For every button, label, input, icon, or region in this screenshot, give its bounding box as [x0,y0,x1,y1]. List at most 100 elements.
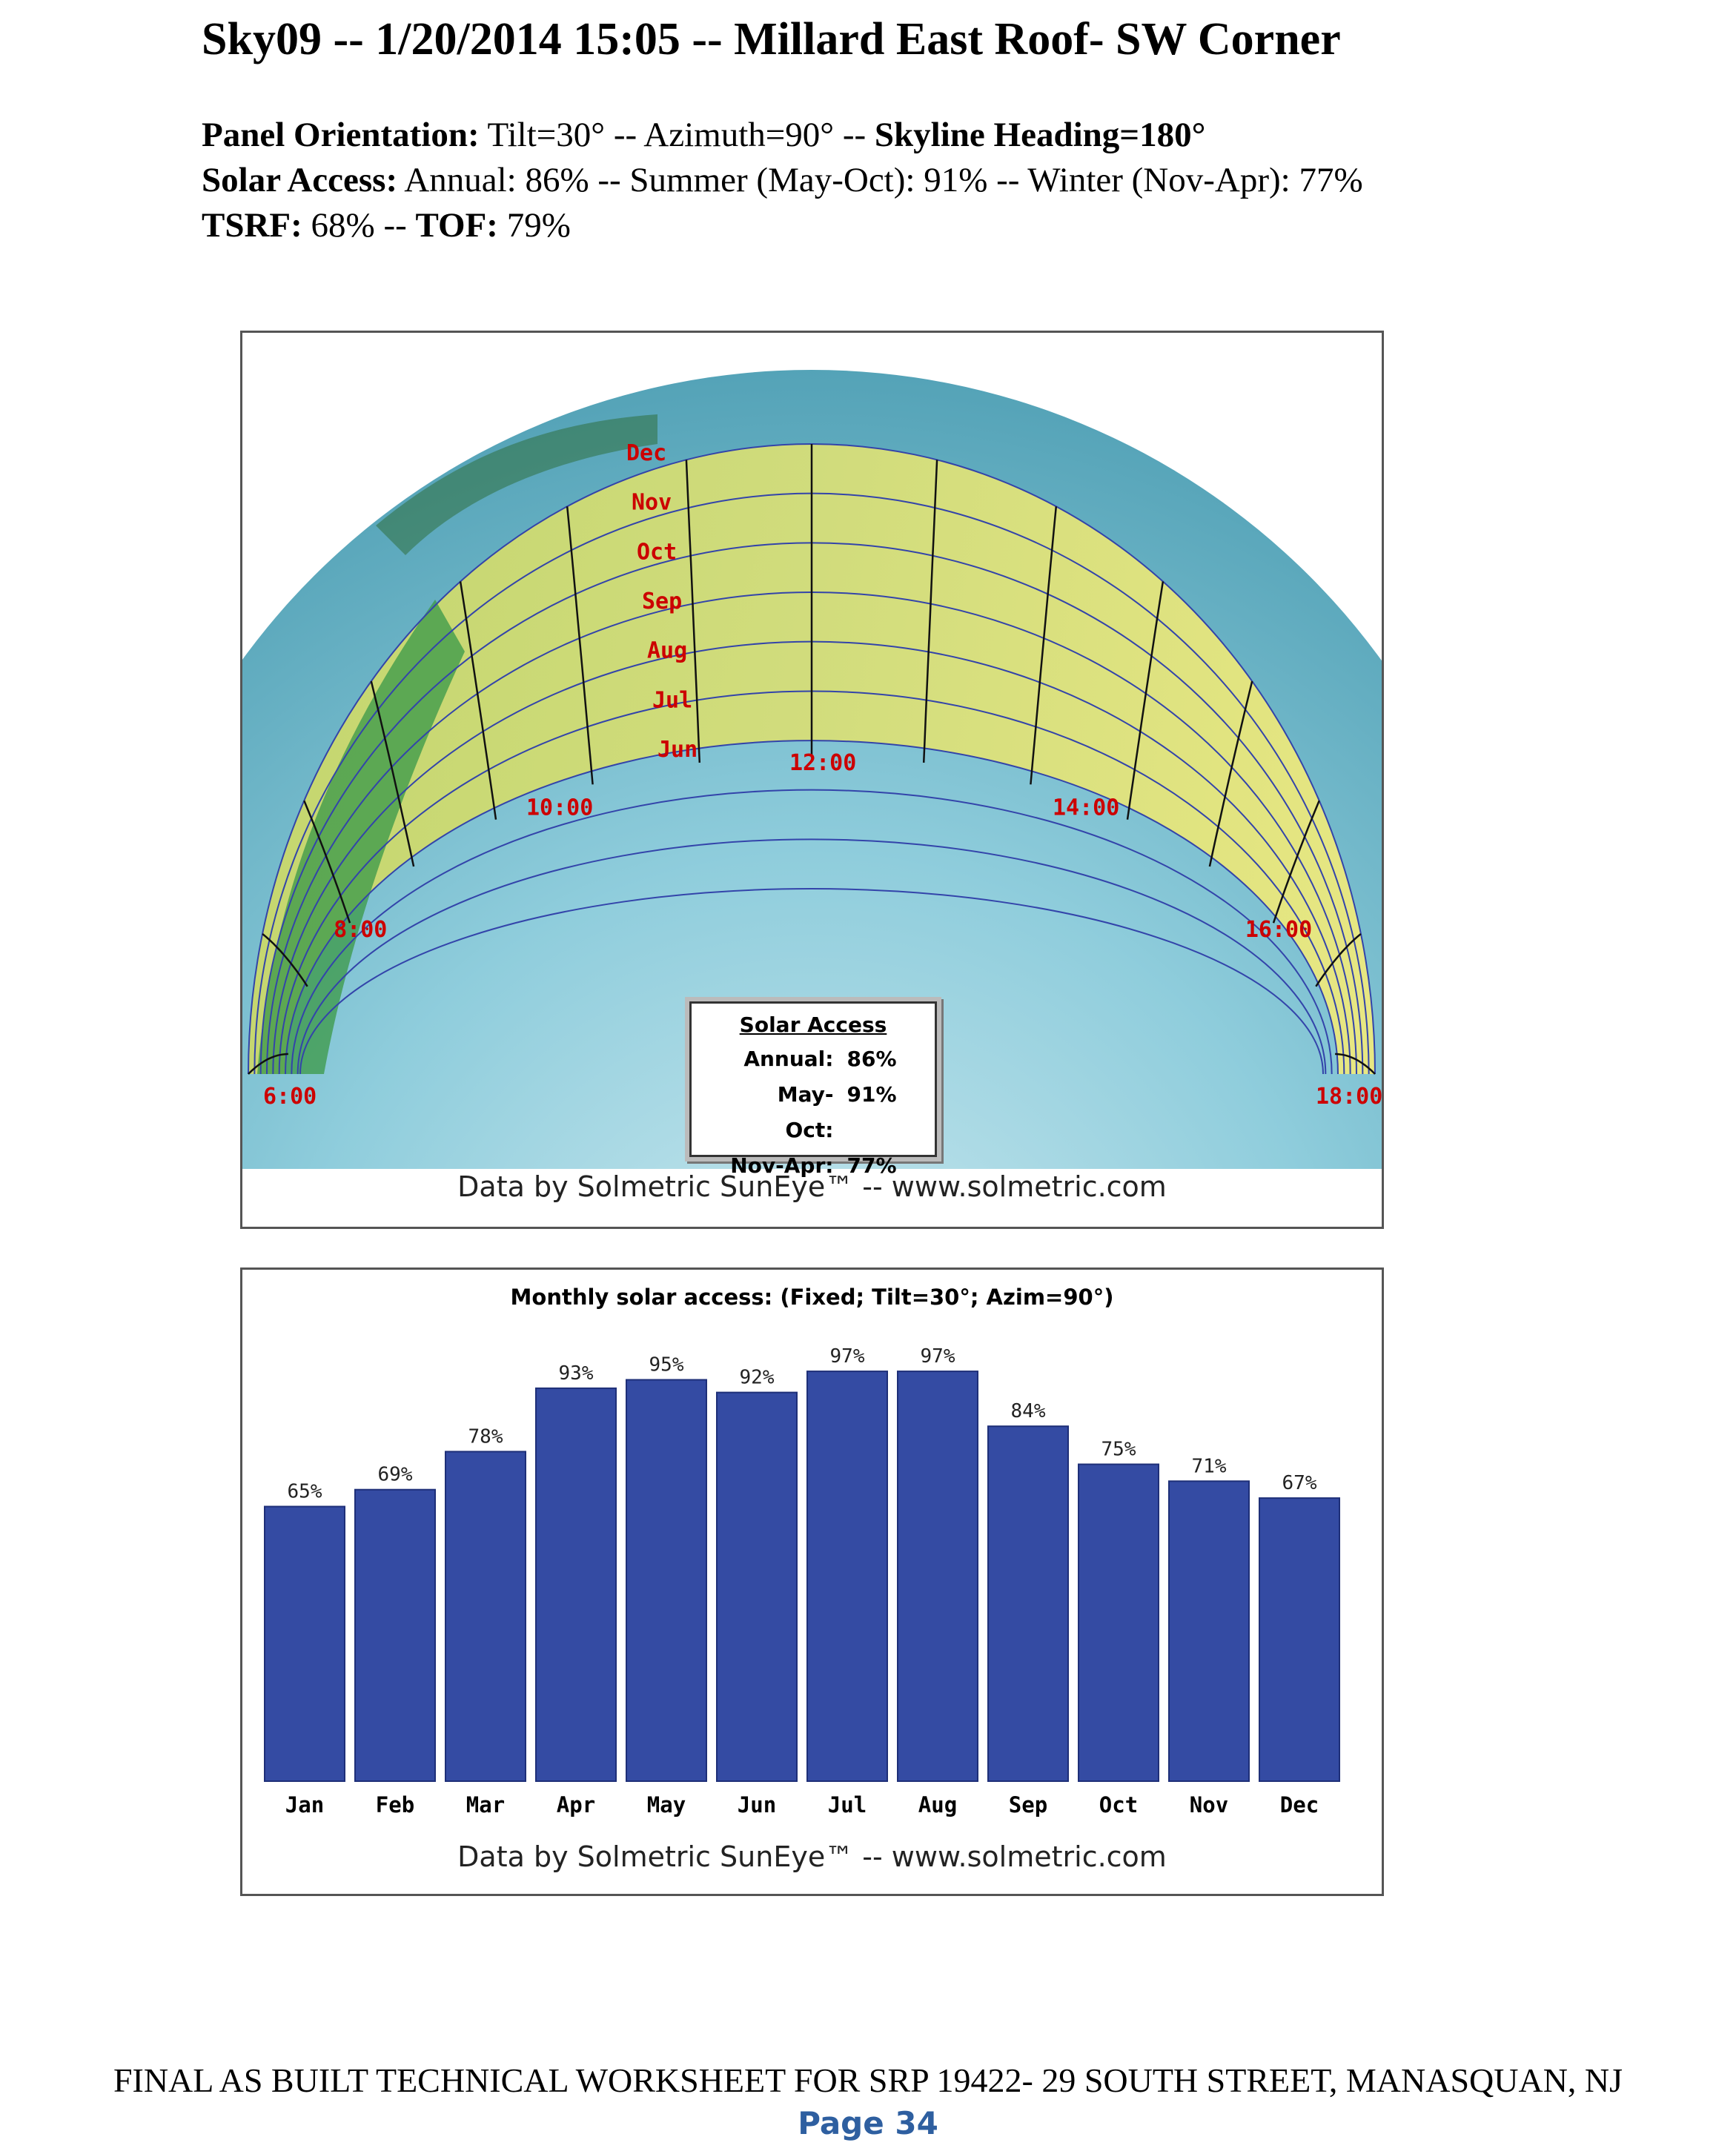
bar-jan [264,1505,345,1782]
hour-line [566,506,594,785]
month-tick-label: Sep [1009,1792,1047,1817]
month-tick-label: Jul [828,1792,867,1817]
solar-access-row-label: Nov-Apr: [730,1153,834,1178]
tof-value: 79% [497,206,571,245]
month-tick-label: Feb [376,1792,414,1817]
hour-label: 18:00 [1316,1084,1382,1110]
hour-label: 14:00 [1053,795,1119,821]
solar-access-row-value: 91% [847,1082,897,1107]
bar-value-label: 93% [559,1362,594,1385]
month-arc [296,838,1327,1075]
bar-value-label: 97% [830,1345,865,1368]
monthly-bar-chart: 65% Jan 69% Feb 78% Mar 93% Apr 95% May 92% Jun 97% J… [264,1345,1340,1817]
hour-label: 16:00 [1245,917,1312,943]
hour-line [1335,1053,1376,1075]
hour-line [303,800,351,924]
hour-labels: 6:00 8:00 10:00 12:00 14:00 16:00 18:00 [263,750,1382,1110]
bar-oct [1078,1463,1159,1782]
month-tick-label: Aug [918,1792,957,1817]
month-tick-label: Mar [466,1792,505,1817]
hour-line [1030,506,1058,785]
page-title: Sky09 -- 1/20/2014 15:05 -- Millard East… [202,14,1341,64]
solar-access-row: Nov-Apr: 77% [692,1148,935,1184]
hour-label: 10:00 [526,795,593,821]
solar-access-row-label: Annual: [743,1047,834,1071]
bar-value-label: 71% [1192,1455,1227,1477]
solar-access-row-value: 86% [847,1047,897,1071]
skyline-heading: Skyline Heading=180° [874,116,1206,154]
month-tick-label: Jun [738,1792,776,1817]
bar-value-label: 78% [468,1425,503,1448]
hour-label: 8:00 [334,917,387,943]
hour-label: 12:00 [789,750,856,776]
month-tick-label: Apr [557,1792,595,1817]
tsrf-line: TSRF: 68% -- TOF: 79% [202,203,1363,248]
solar-access-value: Annual: 86% -- Summer (May-Oct): 91% -- … [397,161,1363,199]
bar-jul [806,1371,888,1783]
bar-mar [445,1451,526,1782]
bar-aug [897,1371,978,1783]
hour-line [370,680,415,867]
month-tick-label: Oct [1099,1792,1138,1817]
tsrf-value: 68% -- [302,206,416,245]
hour-line [685,460,701,763]
bar-may [626,1379,707,1782]
bar-value-label: 97% [921,1345,955,1368]
bar-value-label: 69% [378,1464,413,1486]
bar-value-label: 75% [1101,1439,1136,1461]
sun-path-diagram: Dec Nov Oct Sep Aug Jul Jun 6:00 8:00 10:00 12:00… [242,370,1382,1169]
solar-access-box: Solar Access Annual: 86% May-Oct: 91% Nov-Ap… [689,1001,937,1178]
tree-shading-top [376,414,657,555]
solar-access-box-rows: Annual: 86% May-Oct: 91% Nov-Apr: 77% [692,1041,935,1184]
solar-access-row-label: May-Oct: [777,1082,834,1142]
hour-line [1272,800,1320,924]
orientation-value: Tilt=30° -- Azimuth=90° -- [479,116,875,154]
month-label: Dec [626,440,666,466]
chart-title: Monthly solar access: (Fixed; Tilt=30°; … [510,1285,1114,1310]
solar-access-row: Annual: 86% [692,1041,935,1077]
bar-nov [1168,1480,1250,1783]
orientation-line: Panel Orientation: Tilt=30° -- Azimuth=9… [202,113,1363,158]
solar-access-row-value: 77% [847,1153,897,1178]
sky-credit: Data by Solmetric SunEye™ -- www.solmetr… [457,1170,1167,1203]
bar-value-label: 95% [649,1354,684,1376]
month-label: Nov [632,490,672,516]
month-tick-label: May [647,1792,686,1817]
orientation-label: Panel Orientation: [202,116,480,154]
summary-block: Panel Orientation: Tilt=30° -- Azimuth=9… [202,113,1363,248]
hour-label: 6:00 [263,1084,317,1110]
hour-line [1126,581,1164,820]
solar-access-label: Solar Access: [202,161,398,199]
tof-label: TOF: [415,206,498,245]
tsrf-label: TSRF: [202,206,302,245]
bar-value-label: 67% [1282,1472,1317,1494]
bar-credit: Data by Solmetric SunEye™ -- www.solmetr… [457,1840,1167,1873]
footer-text: FINAL AS BUILT TECHNICAL WORKSHEET FOR S… [113,2061,1623,2099]
month-label: Oct [637,539,677,565]
bar-apr [535,1387,617,1782]
month-label: Jun [657,737,698,763]
month-labels: Dec Nov Oct Sep Aug Jul Jun [626,440,698,763]
month-tick-label: Dec [1280,1792,1319,1817]
solar-access-box-title: Solar Access [739,1013,887,1037]
month-tick-label: Nov [1190,1792,1228,1817]
solar-access-line: Solar Access: Annual: 86% -- Summer (May… [202,158,1363,203]
hour-line [922,460,938,763]
hour-line [262,932,308,987]
month-label: Sep [642,589,682,614]
month-arc [291,789,1333,1075]
hour-line [1208,680,1253,867]
hour-line [459,581,497,820]
bar-value-label: 92% [740,1367,775,1389]
hour-line [248,1053,288,1075]
monthly-chart-panel: Monthly solar access: (Fixed; Tilt=30°; … [240,1267,1384,1896]
sun-path-band [248,444,1375,1074]
month-label: Aug [647,638,687,664]
hour-line [1315,932,1362,987]
bar-feb [354,1488,436,1782]
bar-value-label: 65% [288,1481,322,1503]
solar-access-row: May-Oct: 91% [692,1077,935,1148]
month-arc [299,888,1324,1075]
bar-sep [987,1425,1069,1782]
bar-jun [716,1391,798,1783]
